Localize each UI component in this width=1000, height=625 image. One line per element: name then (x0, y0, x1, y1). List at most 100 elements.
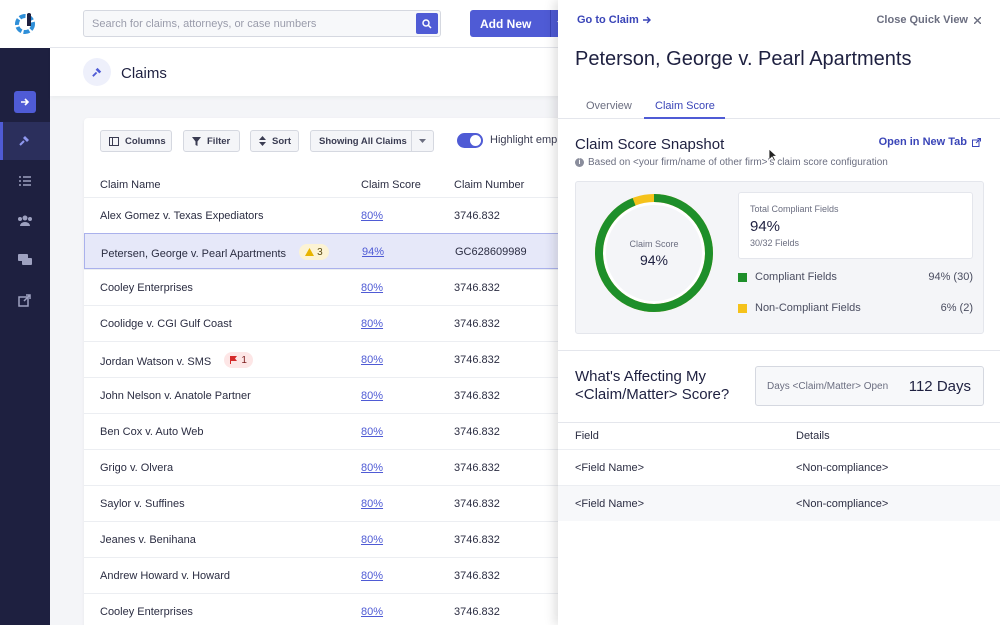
external-link-icon (972, 137, 981, 147)
columns-button[interactable]: Columns (100, 130, 172, 152)
gavel-icon (83, 58, 111, 86)
claim-score-link[interactable]: 80% (361, 534, 384, 546)
claim-number: 3746.832 (454, 390, 500, 402)
claim-name[interactable]: Coolidge v. CGI Gulf Coast (100, 318, 232, 330)
table-row[interactable]: Grigo v. Olvera 80% 3746.832 (84, 449, 604, 485)
table-row[interactable]: Cooley Enterprises 80% 3746.832 (84, 593, 604, 625)
table-row[interactable]: Jordan Watson v. SMS 1 80% 3746.832 (84, 341, 604, 377)
claim-score-link[interactable]: 94% (362, 246, 385, 258)
claim-score-link[interactable]: 80% (361, 354, 384, 366)
table-row[interactable]: Saylor v. Suffines 80% 3746.832 (84, 485, 604, 521)
warning-badge[interactable]: 3 (299, 244, 329, 260)
table-row[interactable]: John Nelson v. Anatole Partner 80% 3746.… (84, 377, 604, 413)
rail-item-messages[interactable] (0, 241, 50, 279)
table-row[interactable]: Jeanes v. Benihana 80% 3746.832 (84, 521, 604, 557)
claim-score-link[interactable]: 80% (361, 318, 384, 330)
claim-score-link[interactable]: 80% (361, 606, 384, 618)
table-row[interactable]: Andrew Howard v. Howard 80% 3746.832 (84, 557, 604, 593)
warning-count: 3 (317, 246, 323, 258)
claim-number: GC628609989 (455, 246, 527, 258)
total-compliant-label: Total Compliant Fields (750, 204, 839, 214)
divider (558, 422, 1000, 423)
header-claim-number[interactable]: Claim Number (454, 179, 525, 191)
field-row[interactable]: <Field Name> <Non-compliance> (558, 449, 1000, 485)
header-details: Details (796, 430, 830, 442)
rail-item-tasks[interactable] (0, 162, 50, 200)
legend-value: 6% (2) (940, 302, 973, 314)
header-claim-name[interactable]: Claim Name (100, 179, 161, 191)
table-row[interactable]: Ben Cox v. Auto Web 80% 3746.832 (84, 413, 604, 449)
table-row[interactable]: Alex Gomez v. Texas Expediators 80% 3746… (84, 197, 604, 233)
claim-score-donut (595, 194, 713, 312)
flag-count: 1 (241, 354, 247, 366)
total-compliant-fields: 30/32 Fields (750, 238, 800, 248)
table-row[interactable]: Coolidge v. CGI Gulf Coast 80% 3746.832 (84, 305, 604, 341)
snapshot-title: Claim Score Snapshot (575, 136, 725, 153)
claim-score-link[interactable]: 80% (361, 282, 384, 294)
rail-item-share[interactable] (0, 281, 50, 319)
chevron-down-icon (411, 131, 433, 151)
claim-name[interactable]: Petersen, George v. Pearl Apartments (101, 247, 287, 260)
arrow-right-icon (14, 91, 36, 113)
claim-name[interactable]: Jordan Watson v. SMS (100, 355, 212, 368)
left-rail (0, 0, 50, 625)
app-logo[interactable] (0, 0, 50, 48)
claim-number: 3746.832 (454, 462, 500, 474)
affecting-title-line-2: <Claim/Matter> Score? (575, 386, 730, 403)
claim-name[interactable]: Jeanes v. Benihana (100, 534, 196, 546)
search-placeholder: Search for claims, attorneys, or case nu… (92, 18, 317, 30)
claim-score-link[interactable]: 80% (361, 462, 384, 474)
close-quick-view-button[interactable]: Close Quick View (876, 14, 981, 26)
claim-name[interactable]: Andrew Howard v. Howard (100, 570, 231, 582)
page-title: Claims (121, 65, 167, 82)
legend-compliant: Compliant Fields 94% (30) (738, 271, 973, 285)
search-button[interactable] (416, 13, 438, 34)
claim-name[interactable]: Cooley Enterprises (100, 606, 193, 618)
go-to-claim-link[interactable]: Go to Claim (577, 14, 652, 26)
showing-label: Showing All Claims (319, 135, 407, 147)
claim-name[interactable]: Ben Cox v. Auto Web (100, 426, 204, 438)
chat-icon (18, 254, 32, 265)
search-input[interactable]: Search for claims, attorneys, or case nu… (83, 10, 441, 37)
claim-score-link[interactable]: 80% (361, 498, 384, 510)
claim-number: 3746.832 (454, 606, 500, 618)
tab-claim-score[interactable]: Claim Score (655, 100, 715, 112)
close-icon (974, 16, 981, 24)
rail-expand-button[interactable] (0, 83, 50, 121)
sort-icon (259, 136, 266, 146)
claim-number: 3746.832 (454, 570, 500, 582)
claim-name[interactable]: Cooley Enterprises (100, 282, 193, 294)
field-details: <Non-compliance> (796, 462, 889, 474)
table-row-selected[interactable]: Petersen, George v. Pearl Apartments 3 9… (84, 233, 604, 269)
claim-score-link[interactable]: 80% (361, 570, 384, 582)
claim-score-link[interactable]: 80% (361, 390, 384, 402)
claim-name[interactable]: Saylor v. Suffines (100, 498, 185, 510)
table-row[interactable]: Cooley Enterprises 80% 3746.832 (84, 269, 604, 305)
search-icon (422, 18, 432, 29)
tab-overview[interactable]: Overview (586, 100, 632, 112)
claim-name[interactable]: John Nelson v. Anatole Partner (100, 390, 251, 402)
filter-button[interactable]: Filter (183, 130, 240, 152)
days-open-box: Days <Claim/Matter> Open 112 Days (755, 366, 984, 406)
open-in-new-tab-link[interactable]: Open in New Tab (879, 136, 981, 148)
rail-item-people[interactable] (0, 201, 50, 239)
claim-name[interactable]: Grigo v. Olvera (100, 462, 174, 474)
total-compliant-card: Total Compliant Fields 94% 30/32 Fields (738, 192, 973, 259)
highlight-toggle[interactable] (457, 133, 483, 148)
claim-number: 3746.832 (454, 498, 500, 510)
legend-swatch-compliant (738, 273, 747, 282)
legend-value: 94% (30) (928, 271, 973, 283)
rail-item-claims[interactable] (0, 122, 50, 160)
sort-button[interactable]: Sort (250, 130, 299, 152)
claim-score-link[interactable]: 80% (361, 210, 384, 222)
claim-score-link[interactable]: 80% (361, 426, 384, 438)
claim-name[interactable]: Alex Gomez v. Texas Expediators (100, 210, 264, 222)
info-icon: i (575, 158, 584, 167)
add-new-button[interactable]: Add New (470, 10, 570, 37)
header-claim-score[interactable]: Claim Score (361, 179, 421, 191)
score-snapshot-box: Claim Score 94% Total Compliant Fields 9… (575, 181, 984, 334)
field-row[interactable]: <Field Name> <Non-compliance> (558, 485, 1000, 521)
donut-compliant-segment (595, 194, 713, 312)
showing-select[interactable]: Showing All Claims (310, 130, 434, 152)
flag-badge[interactable]: 1 (224, 352, 253, 368)
